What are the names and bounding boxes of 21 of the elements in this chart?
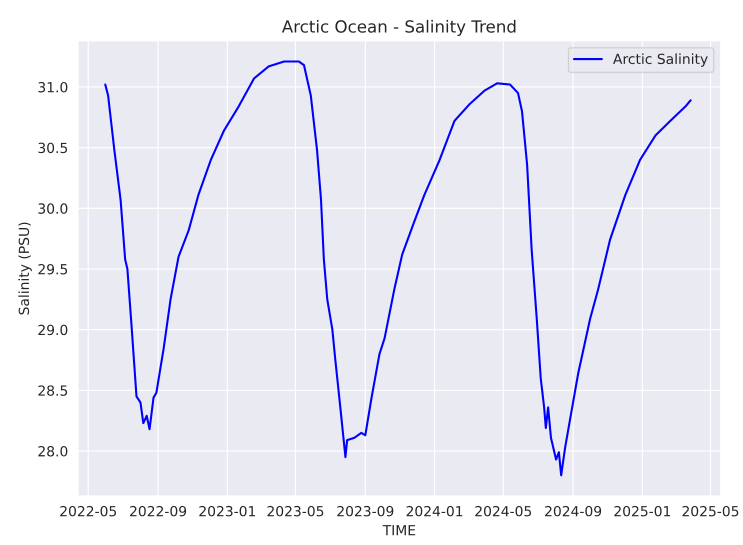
y-tick-label: 28.0	[38, 446, 68, 457]
y-tick-label: 29.0	[38, 324, 68, 336]
x-tick-label: 2023-09	[337, 506, 394, 516]
x-tick-label: 2023-05	[267, 506, 324, 516]
y-tick-label: 29.5	[38, 264, 68, 274]
legend-label: Arctic Salinity	[613, 53, 708, 67]
x-tick-label: 2023-01	[199, 506, 256, 516]
y-tick-label: 30.5	[38, 142, 68, 154]
y-axis-title: Salinity (PSU)	[18, 222, 32, 314]
x-tick-label: 2022-05	[60, 506, 116, 516]
chart-title: Arctic Ocean - Salinity Trend	[282, 20, 516, 36]
x-axis-title: TIME	[382, 525, 416, 536]
x-tick-label: 2024-05	[475, 506, 532, 516]
x-tick-label: 2024-09	[545, 506, 602, 516]
x-tick-label: 2022-09	[130, 506, 186, 516]
x-tick-label: 2025-05	[682, 506, 738, 516]
x-tick-label: 2025-01	[614, 506, 670, 516]
y-tick-label: 28.5	[38, 385, 68, 396]
x-tick-label: 2024-01	[406, 506, 462, 516]
y-tick-label: 30.0	[38, 203, 68, 214]
y-tick-label: 31.0	[38, 82, 68, 92]
